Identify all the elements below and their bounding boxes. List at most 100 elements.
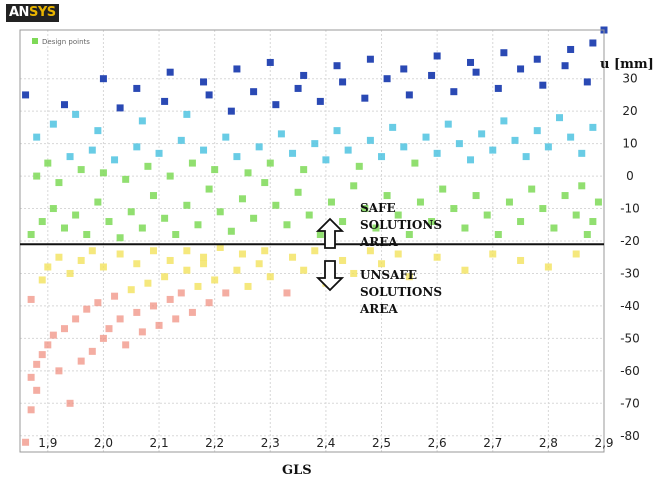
data-point xyxy=(316,231,324,239)
safe-line-1: SAFE xyxy=(360,201,396,215)
y-tick-label: -60 xyxy=(620,364,640,378)
data-point xyxy=(544,143,552,151)
data-point xyxy=(227,227,235,235)
data-point xyxy=(166,295,174,303)
data-point xyxy=(339,218,347,226)
plot-frame xyxy=(19,29,605,453)
data-point xyxy=(300,166,308,174)
x-tick-label: 1,9 xyxy=(38,436,57,450)
data-point xyxy=(366,55,374,63)
data-point xyxy=(389,123,397,131)
data-point xyxy=(200,253,208,261)
points-layer xyxy=(22,26,608,446)
data-point xyxy=(77,256,85,264)
up-arrow-icon xyxy=(315,217,345,249)
data-point xyxy=(22,438,30,446)
data-point xyxy=(489,146,497,154)
data-point xyxy=(289,149,297,157)
data-point xyxy=(205,91,213,99)
logo-suffix: SYS xyxy=(28,5,56,20)
data-point xyxy=(422,133,430,141)
data-point xyxy=(94,198,102,206)
data-point xyxy=(266,58,274,66)
data-point xyxy=(266,273,274,281)
data-point xyxy=(372,224,380,232)
data-point xyxy=(578,149,586,157)
data-point xyxy=(77,166,85,174)
data-point xyxy=(461,266,469,274)
data-point xyxy=(266,159,274,167)
data-point xyxy=(133,308,141,316)
data-point xyxy=(522,153,530,161)
data-point xyxy=(350,182,358,190)
data-point xyxy=(533,55,541,63)
data-point xyxy=(122,175,130,183)
data-point xyxy=(72,110,80,118)
data-point xyxy=(467,156,475,164)
data-point xyxy=(233,65,241,73)
data-point xyxy=(149,192,157,200)
data-point xyxy=(127,286,135,294)
data-point xyxy=(311,140,319,148)
data-point xyxy=(517,65,525,73)
data-point xyxy=(561,62,569,70)
data-point xyxy=(99,75,107,83)
x-tick-label: 2,4 xyxy=(316,436,335,450)
data-point xyxy=(116,234,124,242)
data-point xyxy=(400,143,408,151)
y-tick-label: 10 xyxy=(622,137,637,151)
y-tick-label: 0 xyxy=(626,169,634,183)
data-point xyxy=(133,84,141,92)
data-point xyxy=(255,260,263,268)
data-point xyxy=(55,253,63,261)
y-tick-label: 20 xyxy=(622,104,637,118)
data-point xyxy=(550,224,558,232)
data-point xyxy=(211,166,219,174)
data-point xyxy=(238,250,246,258)
data-point xyxy=(99,263,107,271)
data-point xyxy=(133,260,141,268)
data-point xyxy=(583,78,591,86)
data-point xyxy=(594,198,602,206)
data-point xyxy=(222,133,230,141)
data-point xyxy=(33,133,41,141)
y-axis-title: u [mm] xyxy=(600,57,654,72)
data-point xyxy=(244,169,252,177)
data-point xyxy=(188,159,196,167)
data-point xyxy=(205,299,213,307)
data-point xyxy=(166,172,174,180)
data-point xyxy=(539,205,547,213)
data-point xyxy=(483,211,491,219)
data-point xyxy=(411,159,419,167)
data-point xyxy=(116,104,124,112)
data-point xyxy=(378,260,386,268)
data-point xyxy=(144,162,152,170)
logo-prefix: AN xyxy=(9,5,29,20)
data-point xyxy=(272,101,280,109)
data-point xyxy=(333,127,341,135)
down-arrow-icon xyxy=(315,260,345,292)
data-point xyxy=(27,295,35,303)
data-point xyxy=(339,256,347,264)
data-point xyxy=(27,406,35,414)
data-point xyxy=(294,84,302,92)
data-point xyxy=(99,334,107,342)
data-point xyxy=(183,247,191,255)
data-point xyxy=(238,195,246,203)
data-point xyxy=(489,250,497,258)
x-tick-label: 2,7 xyxy=(483,436,502,450)
x-tick-label: 2,1 xyxy=(150,436,169,450)
x-tick-label: 2,0 xyxy=(94,436,113,450)
data-point xyxy=(227,107,235,115)
data-point xyxy=(33,386,41,394)
x-tick-label: 2,5 xyxy=(372,436,391,450)
data-point xyxy=(383,192,391,200)
data-point xyxy=(539,81,547,89)
data-point xyxy=(233,266,241,274)
data-point xyxy=(122,341,130,349)
data-point xyxy=(155,149,163,157)
data-point xyxy=(88,347,96,355)
data-point xyxy=(500,49,508,57)
data-point xyxy=(589,218,597,226)
data-point xyxy=(216,208,224,216)
